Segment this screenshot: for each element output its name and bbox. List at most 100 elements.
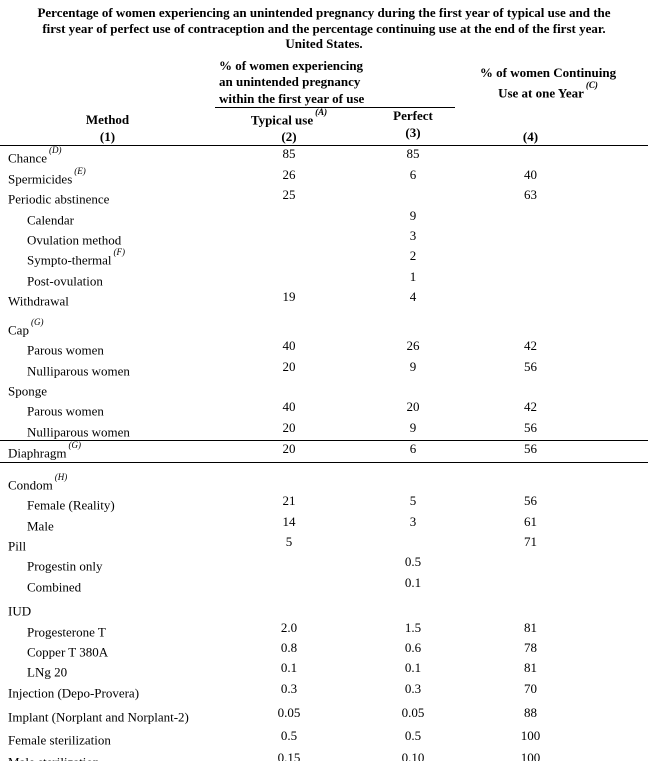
spanner-line-2: an unintended pregnancy: [219, 74, 361, 89]
method-label: Parous women: [27, 342, 104, 358]
typical-value: 25: [282, 187, 296, 203]
typical-value: [215, 228, 363, 248]
table-row: Sponge: [0, 379, 648, 399]
spanner-line-1: % of women experiencing: [219, 57, 364, 73]
perfect-value: 0.10: [401, 750, 425, 761]
typical-value: 2.0: [280, 619, 298, 635]
footnote-marker: (G): [30, 316, 44, 327]
method-label: Withdrawal: [8, 293, 69, 309]
typical-value: 0.8: [280, 640, 298, 656]
table-row: Pill 5 71: [0, 534, 648, 554]
continuing-value: 100: [520, 727, 541, 743]
continuing-value: 40: [524, 166, 537, 182]
perfect-value: 0.5: [404, 727, 422, 743]
table-row: Cap(G): [0, 316, 648, 338]
method-label: Male: [27, 517, 54, 533]
continuing-value: 42: [524, 399, 537, 415]
table-row: Chance(D) 85 85: [0, 145, 648, 166]
typical-value: 0.5: [280, 727, 298, 743]
table-row: IUD: [0, 599, 648, 619]
typical-value: 0.05: [277, 705, 301, 721]
perfect-value: 0.5: [404, 554, 422, 570]
continuing-value: [463, 554, 648, 574]
typical-value: 40: [282, 338, 296, 354]
table-row: Progesterone T 2.0 1.5 81: [0, 620, 648, 640]
sub-column-headers: Typical use(A) (2) Perfect (3): [215, 107, 463, 145]
typical-value: 21: [282, 493, 296, 509]
footnote-marker: (G): [68, 440, 81, 451]
continuing-value: 56: [524, 419, 537, 435]
method-label: Calendar: [27, 211, 74, 227]
perfect-value: 4: [409, 289, 417, 305]
spanner-line-3: within the first year of use: [219, 90, 365, 106]
method-label: Condom: [8, 476, 53, 492]
perfect-value: [363, 599, 463, 619]
continuing-value: [463, 208, 648, 228]
continuing-value: [463, 379, 648, 399]
page-title: Percentage of women experiencing an unin…: [0, 0, 648, 52]
typical-column-number: (2): [281, 128, 297, 144]
table-row: Calendar 9: [0, 208, 648, 228]
pregnancy-columns-header: % of women experiencing an unintended pr…: [215, 58, 463, 146]
method-label: Implant (Norplant and Norplant-2): [8, 709, 189, 725]
continuing-value: 61: [524, 513, 537, 529]
continuing-value: [463, 248, 648, 268]
table-row: Combined 0.1: [0, 575, 648, 595]
perfect-value: 0.6: [404, 640, 422, 656]
perfect-value: 3: [409, 228, 417, 244]
method-label: Sympto-thermal: [27, 252, 112, 268]
table-row: Ovulation method 3: [0, 228, 648, 248]
method-label: Pill: [8, 538, 27, 554]
continuing-value: 70: [524, 680, 537, 696]
method-header-label: Method: [85, 112, 130, 128]
perfect-use-label: Perfect: [393, 108, 433, 123]
continuing-value: [463, 473, 648, 493]
method-label: Progesterone T: [27, 623, 106, 639]
perfect-value: 2: [409, 248, 417, 264]
footnote-marker: (E): [74, 165, 86, 176]
perfect-value: 1.5: [404, 619, 422, 635]
continuing-value: [463, 599, 648, 619]
method-label: Combined: [27, 579, 82, 595]
method-column-number: (1): [99, 128, 116, 144]
typical-use-label: Typical use: [250, 112, 314, 128]
continuing-value: [463, 269, 648, 289]
method-label: Male sterilization: [8, 754, 99, 761]
perfect-value: 85: [406, 146, 420, 162]
table-row: Withdrawal 19 4: [0, 289, 648, 309]
method-label: LNg 20: [27, 664, 68, 680]
method-label: Chance: [8, 150, 47, 166]
method-label: Parous women: [27, 403, 104, 419]
table-row: Condom(H): [0, 472, 648, 493]
perfect-value: 0.3: [404, 680, 422, 696]
perfect-value: 0.05: [401, 705, 425, 721]
method-label: Spermicides: [8, 171, 73, 187]
table-row: LNg 20 0.1 0.1 81: [0, 660, 648, 680]
table-row: Progestin only 0.5: [0, 554, 648, 574]
method-label: Progestin only: [27, 558, 103, 574]
table-row: Spermicides(E) 26 6 40: [0, 165, 648, 187]
method-label: Nulliparous women: [27, 424, 130, 440]
footnote-marker-c: (C): [585, 79, 598, 90]
continuing-value: 81: [524, 660, 537, 676]
perfect-value: 1: [409, 268, 417, 284]
pregnancy-spanner-header: % of women experiencing an unintended pr…: [215, 57, 455, 108]
continuing-value: 56: [524, 441, 537, 457]
table-header: Method (1) % of women experiencing an un…: [0, 58, 648, 147]
typical-value: 0.15: [277, 750, 301, 761]
typical-value: [215, 554, 363, 574]
table-row: Nulliparous women 20 9 56: [0, 359, 648, 379]
table-row: Implant (Norplant and Norplant-2) 0.05 0.0…: [0, 705, 648, 725]
perfect-use-header: Perfect (3): [363, 108, 463, 145]
method-label: Cap: [8, 322, 29, 338]
continuing-value: 88: [524, 705, 537, 721]
typical-use-header: Typical use(A) (2): [215, 107, 363, 145]
continuing-label-line-1: % of women Continuing: [479, 64, 617, 80]
continuing-value: 100: [520, 750, 541, 761]
continuing-value: 81: [524, 619, 537, 635]
continuing-value: [463, 575, 648, 595]
table-body: Chance(D) 85 85 Spermicides(E) 26 6 40 Period…: [0, 145, 648, 761]
table-row: Sympto-thermal(F) 2: [0, 247, 648, 268]
table-row: Male 14 3 61: [0, 514, 648, 534]
